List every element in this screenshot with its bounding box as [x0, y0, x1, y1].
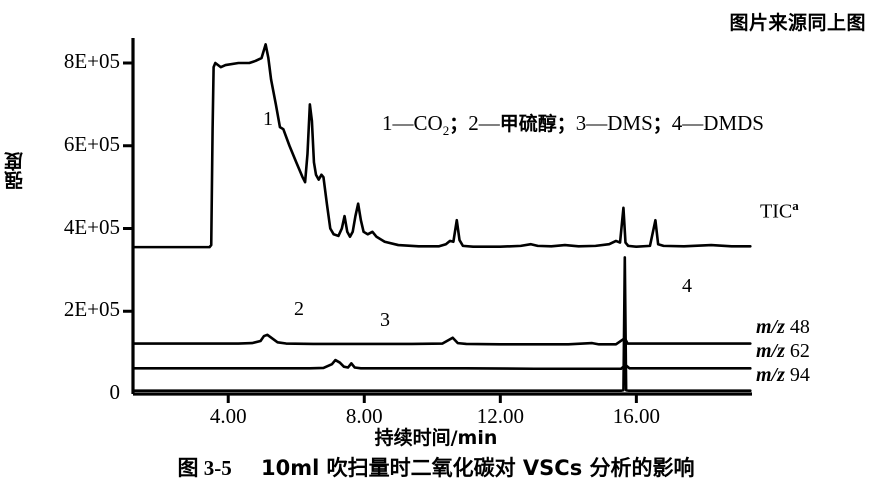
caption-text: 10ml 吹扫量时二氧化碳对 VSCs 分析的影响: [260, 456, 695, 480]
x-axis-title: 持续时间/min: [374, 427, 498, 449]
caption-figure-number: 图 3-5: [177, 456, 232, 480]
y-tick-label: 2E+05: [63, 297, 120, 322]
x-axis-ticks: [226, 394, 638, 403]
trace-m-z-62: [133, 358, 752, 371]
source-note: 图片来源同上图: [729, 12, 866, 34]
compound-legend: 1—CO2；2—甲硫醇；3—DMS；4—DMDS: [382, 109, 764, 139]
chart-plot-area: [123, 38, 752, 403]
y-axis-title: 强度: [4, 152, 26, 190]
legend-item-4: 4—DMDS: [671, 111, 764, 135]
peak-label-3: 3: [380, 309, 390, 331]
peak-label-1: 1: [263, 108, 273, 130]
legend-separator-2: ；: [556, 113, 576, 135]
peak-label-4: 4: [682, 275, 692, 297]
trace-label-mz94: m/z 94: [756, 364, 810, 386]
legend-item-2: 2—甲硫醇: [468, 111, 557, 135]
y-tick-label: 0: [109, 380, 121, 404]
trace-m-z-94: [133, 256, 752, 392]
peak-label-2: 2: [294, 298, 304, 320]
data-traces: [133, 43, 752, 392]
y-tick-label: 8E+05: [63, 49, 120, 73]
y-tick-label: 4E+05: [63, 214, 120, 239]
y-axis-ticks: [123, 61, 133, 313]
figure-caption: 图 3-5 10ml 吹扫量时二氧化碳对 VSCs 分析的影响: [0, 452, 872, 482]
legend-separator-3: ；: [652, 113, 672, 135]
trace-label-mz48: m/z 48: [756, 316, 810, 338]
x-tick-label: 16.00: [612, 404, 660, 428]
legend-item-1: 1—CO2: [382, 111, 450, 139]
x-tick-label: 8.00: [345, 404, 383, 428]
trace-m-z-48: [133, 333, 752, 346]
chromatogram-svg: [123, 38, 752, 403]
trace-tic: [133, 43, 752, 249]
trace-label-mz62: m/z 62: [756, 340, 810, 362]
legend-item-3: 3—DMS: [575, 111, 653, 135]
legend-separator-1: ；: [449, 113, 469, 135]
x-tick-label: 12.00: [476, 404, 524, 428]
trace-label-tic: TICa: [760, 198, 799, 223]
x-tick-label: 4.00: [209, 404, 247, 428]
y-tick-label: 6E+05: [63, 131, 120, 156]
